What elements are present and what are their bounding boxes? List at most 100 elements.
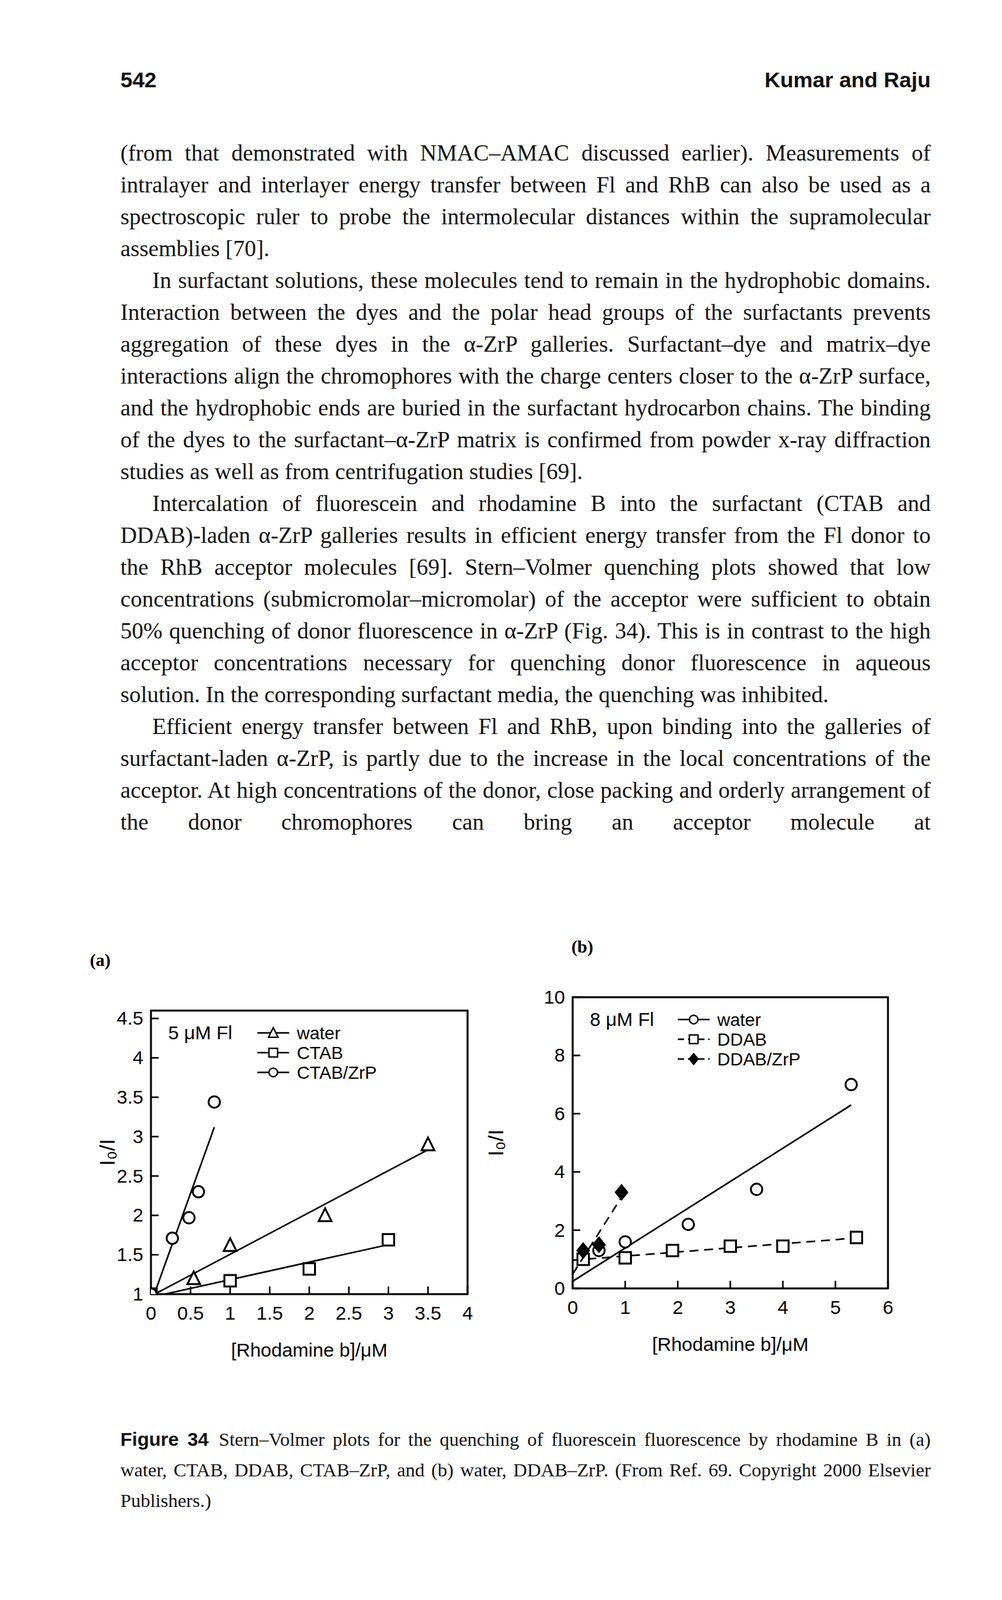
data-point <box>845 1078 857 1090</box>
y-tick-label: 0 <box>554 1277 566 1299</box>
legend-label: water <box>296 1023 341 1043</box>
x-tick-label: 1 <box>619 1296 631 1318</box>
y-tick-label: 3.5 <box>116 1086 144 1108</box>
legend-label: CTAB/ZrP <box>296 1062 377 1083</box>
x-tick <box>347 1286 350 1294</box>
legend-marker <box>689 1034 699 1044</box>
plot-frame <box>150 1010 468 1294</box>
x-tick-label: 5 <box>830 1296 841 1318</box>
data-point <box>593 1237 605 1252</box>
x-tick <box>677 1280 680 1289</box>
x-tick-label: 4 <box>462 1302 474 1324</box>
y-tick-label: 4 <box>132 1046 144 1068</box>
annotation: 8 μM Fl <box>589 1008 655 1030</box>
figure: (a)00.511.522.533.5411.522.533.544.5[Rho… <box>0 0 1002 1600</box>
legend-marker <box>268 1047 278 1057</box>
y-tick-label: 6 <box>554 1102 566 1124</box>
panel-label: (b) <box>571 936 594 957</box>
y-tick <box>572 1170 581 1173</box>
x-tick-label: 2 <box>303 1302 315 1324</box>
y-axis-label: I₀/I <box>483 1128 508 1156</box>
data-point <box>223 1237 237 1251</box>
x-tick-label: 3 <box>382 1302 394 1324</box>
x-tick-label: 0 <box>567 1296 579 1318</box>
x-tick-label: 3 <box>724 1296 736 1318</box>
x-tick <box>572 1280 574 1289</box>
y-tick <box>150 1214 159 1217</box>
x-axis-label: [Rhodamine b]/μM <box>231 1338 388 1360</box>
x-tick-label: 4 <box>777 1296 789 1318</box>
data-point <box>682 1217 695 1230</box>
fit-line <box>150 1149 429 1294</box>
legend-marker <box>268 1027 279 1038</box>
x-tick <box>887 1280 890 1289</box>
x-tick-label: 0.5 <box>177 1302 204 1324</box>
y-tick <box>572 1054 581 1057</box>
x-tick-label: 2.5 <box>335 1302 363 1324</box>
data-point <box>666 1244 679 1257</box>
data-point <box>183 1211 195 1224</box>
legend-marker <box>268 1067 278 1077</box>
x-tick-label: 1 <box>224 1302 236 1324</box>
y-tick <box>150 1253 159 1256</box>
x-tick-label: 0 <box>145 1302 157 1324</box>
data-point <box>382 1233 395 1246</box>
y-tick <box>150 1056 159 1059</box>
paragraph: Efficient energy transfer between Fl and… <box>120 710 931 838</box>
fit-line <box>572 1104 852 1282</box>
legend-label: water <box>716 1009 761 1030</box>
y-tick-label: 10 <box>543 986 566 1008</box>
data-point <box>224 1274 236 1287</box>
fit-line <box>150 1244 389 1294</box>
x-tick <box>624 1280 627 1289</box>
data-point <box>208 1095 220 1108</box>
x-axis-label: [Rhodamine b]/μM <box>652 1333 809 1355</box>
fit-line <box>572 1237 857 1260</box>
data-point <box>166 1231 179 1244</box>
y-tick <box>572 1228 581 1231</box>
legend-marker <box>689 1053 699 1065</box>
legend-label: CTAB <box>296 1042 344 1063</box>
x-tick <box>229 1286 232 1294</box>
running-head: Kumar and Raju <box>764 67 931 93</box>
x-tick <box>729 1280 732 1289</box>
caption-label: Figure 34 <box>120 1428 209 1450</box>
chart-panel: (b)01234560246810[Rhodamine b]/μMI₀/I8 μ… <box>483 936 894 1355</box>
y-tick-label: 2 <box>554 1219 566 1241</box>
x-tick <box>427 1286 430 1294</box>
y-tick <box>150 1017 159 1020</box>
y-tick-label: 4 <box>554 1160 566 1182</box>
plot-frame <box>572 996 888 1289</box>
data-point <box>751 1183 763 1196</box>
data-point <box>303 1262 316 1274</box>
paragraph: (from that demonstrated with NMAC–AMAC d… <box>120 136 931 265</box>
x-tick-label: 6 <box>882 1296 894 1318</box>
paragraph: Intercalation of fluorescein and rhodami… <box>120 487 931 711</box>
y-tick <box>572 1287 581 1290</box>
y-tick-label: 2 <box>132 1203 144 1225</box>
data-point <box>777 1240 789 1252</box>
data-point <box>421 1137 435 1150</box>
data-group <box>150 1095 435 1294</box>
y-tick <box>150 1135 159 1138</box>
y-tick-label: 2.5 <box>116 1165 144 1187</box>
x-tick-label: 3.5 <box>414 1302 442 1324</box>
annotation: 5 μM Fl <box>168 1021 233 1043</box>
y-tick-label: 4.5 <box>116 1007 144 1029</box>
x-tick-label: 2 <box>672 1296 684 1318</box>
legend-label: DDAB/ZrP <box>717 1049 801 1069</box>
data-point <box>619 1251 632 1264</box>
panel-label: (a) <box>89 949 111 970</box>
paragraph: In surfactant solutions, these molecules… <box>120 264 931 488</box>
fit-line <box>150 1126 215 1294</box>
page-number: 542 <box>120 67 157 93</box>
y-tick-label: 1 <box>132 1282 144 1304</box>
y-tick-label: 3 <box>132 1125 144 1147</box>
y-tick <box>572 1112 581 1115</box>
y-axis-label: I₀/I <box>94 1138 120 1166</box>
data-point <box>193 1185 205 1197</box>
x-tick <box>387 1286 390 1294</box>
fit-line <box>572 1196 622 1274</box>
caption: Figure 34Stern–Volmer plots for the quen… <box>120 1423 931 1516</box>
data-point <box>724 1240 737 1252</box>
